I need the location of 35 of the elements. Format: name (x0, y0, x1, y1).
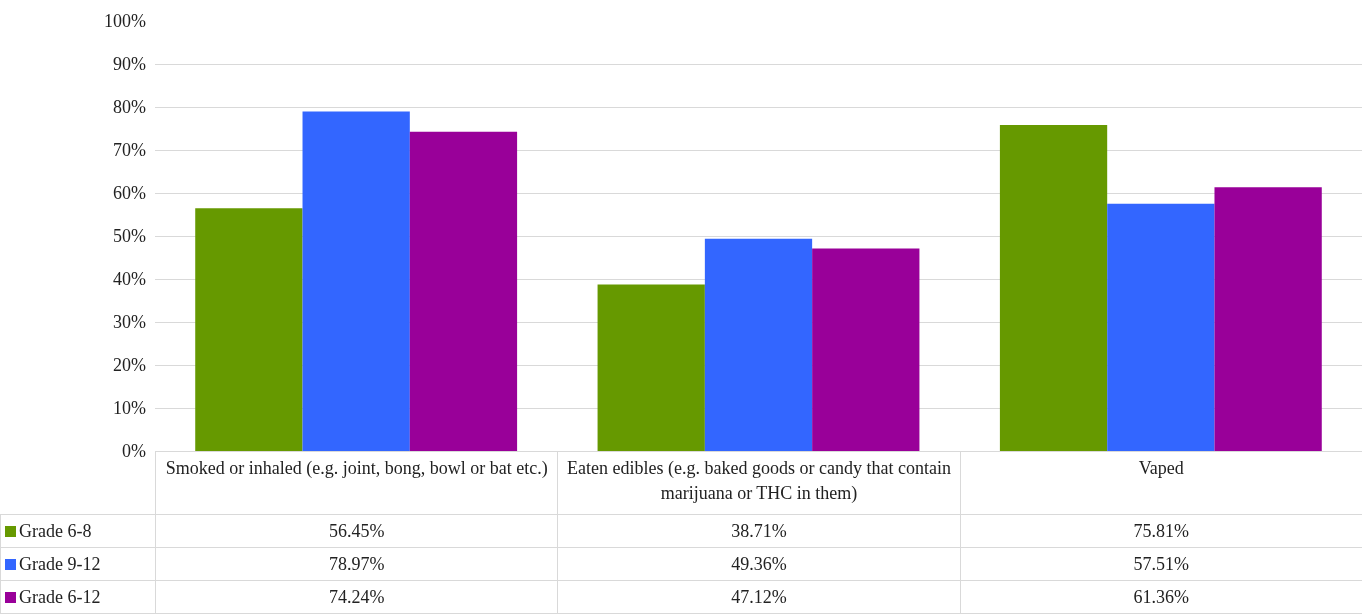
bar (1214, 187, 1322, 451)
bar (812, 248, 920, 451)
x-tick-label: Eaten edibles (e.g. baked goods or candy that contain marijuana or THC in them) (557, 451, 961, 515)
legend-label: Grade 6-8 (0, 514, 156, 548)
data-label: 78.97% (155, 547, 558, 581)
data-label: 47.12% (557, 580, 961, 614)
data-label: 38.71% (557, 514, 961, 548)
y-tick-label: 30% (113, 312, 146, 333)
bar (195, 208, 303, 451)
y-tick-label: 20% (113, 355, 146, 376)
x-tick-label: Smoked or inhaled (e.g. joint, bong, bowl or bat etc.) (155, 451, 558, 515)
y-tick-label: 60% (113, 183, 146, 204)
y-tick-label: 70% (113, 140, 146, 161)
bar (597, 284, 705, 451)
bar (302, 111, 410, 451)
y-tick-label: 100% (104, 11, 146, 32)
y-tick-label: 40% (113, 269, 146, 290)
x-tick-label: Vaped (960, 451, 1362, 515)
legend-label: Grade 9-12 (0, 547, 156, 581)
data-label: 74.24% (155, 580, 558, 614)
y-tick-label: 50% (113, 226, 146, 247)
legend-label: Grade 6-12 (0, 580, 156, 614)
bar (409, 131, 518, 451)
y-tick-label: 10% (113, 398, 146, 419)
bar (999, 125, 1108, 451)
data-label: 61.36% (960, 580, 1362, 614)
y-tick-label: 0% (122, 441, 146, 462)
data-label: 49.36% (557, 547, 961, 581)
y-tick-label: 90% (113, 54, 146, 75)
data-label: 56.45% (155, 514, 558, 548)
data-label: 57.51% (960, 547, 1362, 581)
bar (704, 238, 813, 451)
data-label: 75.81% (960, 514, 1362, 548)
bar (1107, 203, 1215, 451)
y-tick-label: 80% (113, 97, 146, 118)
